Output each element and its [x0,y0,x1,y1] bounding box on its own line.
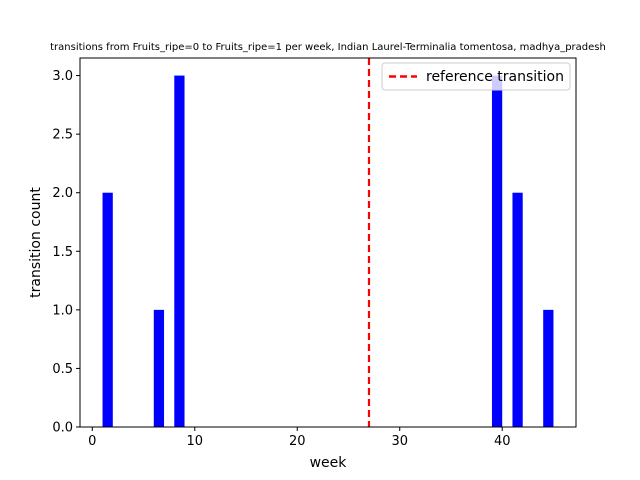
chart-title: transitions from Fruits_ripe=0 to Fruits… [50,42,606,53]
x-tick-label: 10 [187,434,204,449]
legend: reference transition [381,62,571,91]
x-tick-label: 20 [289,434,306,449]
plot-frame [79,57,577,428]
bar-week-41.5 [512,192,523,427]
bar-week-8.5 [174,75,185,428]
x-tick-label: 0 [88,434,96,449]
y-tick-label: 3.0 [52,69,73,84]
legend-box [381,62,571,91]
y-tick-label: 0.0 [52,421,73,436]
legend-entry-reference-transition: reference transition [426,69,564,85]
x-axis-ticks: 0 10 20 30 40 [88,427,510,449]
bar-week-44.5 [543,309,554,427]
y-tick-label: 2.5 [52,128,73,143]
x-tick-label: 40 [494,434,511,449]
x-axis-label: week [310,455,348,471]
bar-week-1.5 [102,192,113,427]
y-axis-label: transition count [28,187,44,298]
y-axis-ticks: 0.0 0.5 1.0 1.5 2.0 2.5 3.0 [52,69,80,436]
x-tick-label: 30 [391,434,408,449]
y-tick-label: 1.5 [52,245,73,260]
y-tick-label: 2.0 [52,186,73,201]
bar-week-39.5 [491,75,503,428]
y-tick-label: 0.5 [52,362,73,377]
bars-group [102,75,554,428]
y-tick-label: 1.0 [52,303,73,318]
bar-week-6.5 [153,309,165,427]
